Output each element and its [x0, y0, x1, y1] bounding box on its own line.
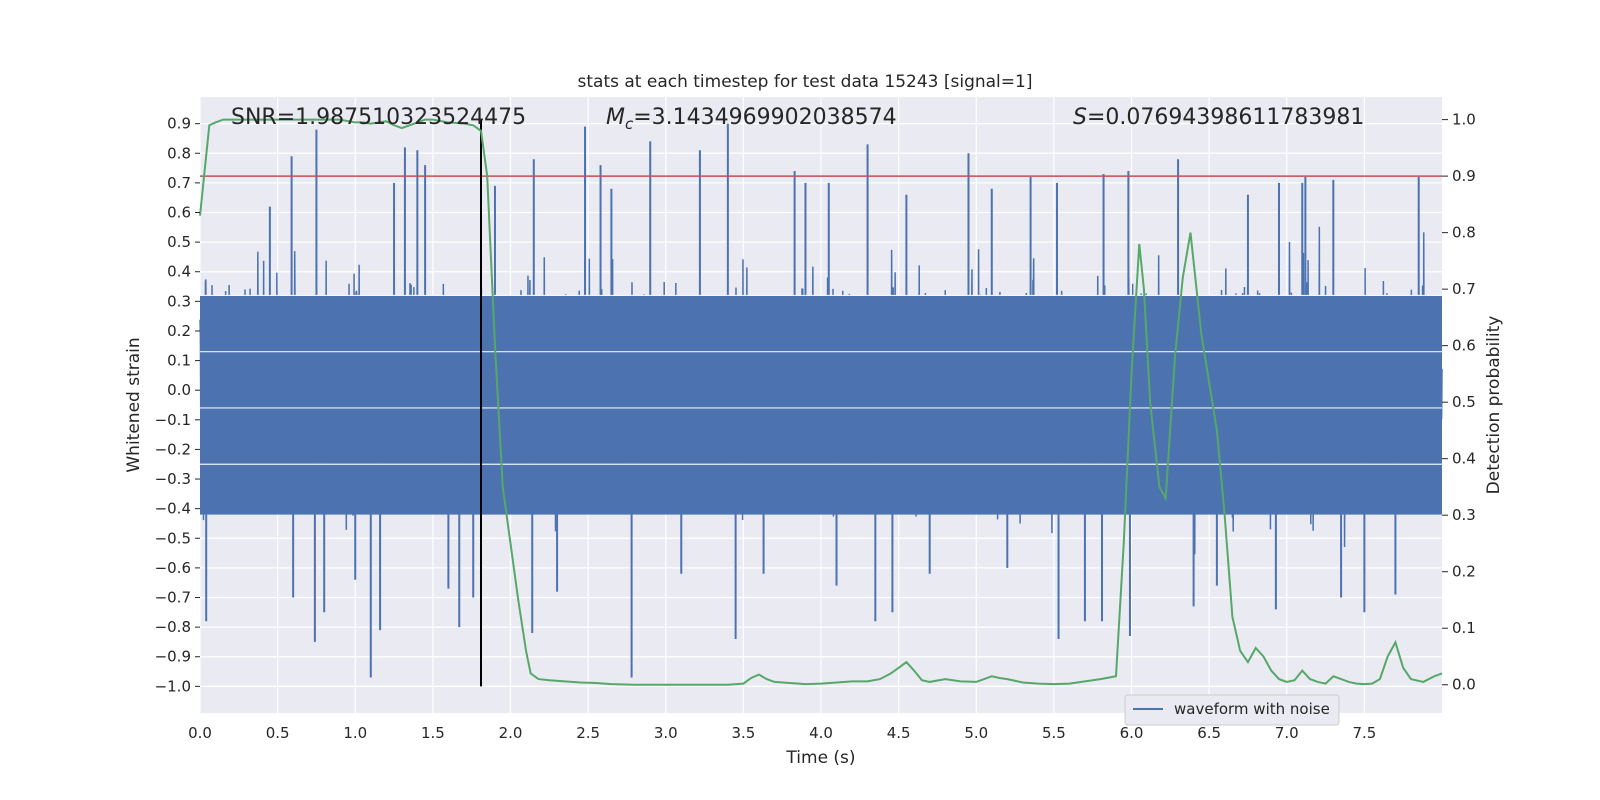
y-right-axis-ticks: 1.0 0.9 0.8 0.7 0.6 0.5 0.4 0.3 0.2 0.1 0.0 — [1442, 111, 1476, 694]
chirp-mass-annotation: Mc=3.1434969902038574 — [606, 105, 897, 133]
y-left-tick-label: 0.2 — [167, 322, 191, 340]
snr-annotation: SNR=1.987510323524475 — [231, 105, 526, 130]
y-left-tick-label: 0.7 — [167, 174, 191, 192]
y-right-tick-label: 0.2 — [1452, 563, 1476, 581]
y-left-tick-label: 0.0 — [167, 381, 191, 399]
x-tick-label: 1.5 — [421, 724, 445, 742]
x-tick-label: 4.5 — [887, 724, 911, 742]
y-left-tick-label: −0.2 — [155, 440, 191, 458]
chirp-mass-value: =3.1434969902038574 — [633, 105, 896, 130]
legend-label: waveform with noise — [1174, 700, 1330, 718]
y-left-tick-label: −0.3 — [155, 470, 191, 488]
y-right-axis-label: Detection probability — [1484, 316, 1504, 495]
y-left-tick-label: 0.8 — [167, 144, 191, 162]
y-left-tick-label: 0.4 — [167, 263, 191, 281]
x-tick-label: 2.0 — [499, 724, 523, 742]
x-tick-label: 5.5 — [1042, 724, 1066, 742]
y-left-tick-label: 0.9 — [167, 115, 191, 133]
y-right-tick-label: 0.8 — [1452, 224, 1476, 242]
x-tick-label: 6.5 — [1197, 724, 1221, 742]
y-left-tick-label: −0.9 — [155, 648, 191, 666]
x-tick-label: 7.5 — [1352, 724, 1376, 742]
x-tick-label: 4.0 — [809, 724, 833, 742]
chart-title: stats at each timestep for test data 152… — [578, 72, 1033, 92]
y-left-tick-label: −0.4 — [155, 500, 191, 518]
x-tick-label: 3.5 — [731, 724, 755, 742]
x-axis-ticks: 0.0 0.5 1.0 1.5 2.0 2.5 3.0 3.5 4.0 4.5 5.0 5.5 6.0 6… — [188, 724, 1376, 742]
y-left-tick-label: −0.6 — [155, 559, 191, 577]
y-left-tick-label: 0.5 — [167, 233, 191, 251]
s-value: =0.07694398611783981 — [1087, 105, 1364, 130]
x-tick-label: 5.0 — [964, 724, 988, 742]
x-tick-label: 7.0 — [1275, 724, 1299, 742]
y-right-tick-label: 1.0 — [1452, 111, 1476, 129]
x-axis-label: Time (s) — [785, 748, 855, 768]
chirp-mass-subscript: c — [625, 115, 634, 133]
y-right-tick-label: 0.0 — [1452, 676, 1476, 694]
y-left-axis-label: Whitened strain — [124, 337, 144, 472]
y-left-tick-label: −1.0 — [155, 677, 191, 695]
y-left-tick-label: −0.1 — [155, 411, 191, 429]
y-left-tick-label: −0.5 — [155, 529, 191, 547]
y-right-tick-label: 0.3 — [1452, 506, 1476, 524]
y-left-tick-label: −0.8 — [155, 618, 191, 636]
y-right-tick-label: 0.6 — [1452, 337, 1476, 355]
x-tick-label: 2.5 — [576, 724, 600, 742]
x-tick-label: 0.0 — [188, 724, 212, 742]
y-left-tick-label: −0.7 — [155, 589, 191, 607]
y-right-tick-label: 0.7 — [1452, 280, 1476, 298]
x-tick-label: 0.5 — [266, 724, 290, 742]
x-tick-label: 6.0 — [1120, 724, 1144, 742]
y-right-tick-label: 0.5 — [1452, 393, 1476, 411]
legend: waveform with noise — [1124, 694, 1340, 726]
waveform-series — [199, 123, 1443, 678]
y-right-tick-label: 0.4 — [1452, 450, 1476, 468]
y-left-tick-label: 0.1 — [167, 352, 191, 370]
x-tick-label: 1.0 — [343, 724, 367, 742]
chirp-mass-symbol: M — [606, 105, 625, 130]
y-right-tick-label: 0.9 — [1452, 167, 1476, 185]
waveform-core-band — [200, 295, 1442, 515]
y-left-tick-label: 0.3 — [167, 292, 191, 310]
y-left-axis-ticks: 0.9 0.8 0.7 0.6 0.5 0.4 0.3 0.2 0.1 0.0 −0.1 −0.2 −0… — [155, 115, 200, 695]
s-annotation: S=0.07694398611783981 — [1073, 105, 1364, 130]
y-right-tick-label: 0.1 — [1452, 619, 1476, 637]
s-symbol: S — [1073, 105, 1087, 130]
y-left-tick-label: 0.6 — [167, 204, 191, 222]
legend-box — [1124, 694, 1340, 726]
x-tick-label: 3.0 — [654, 724, 678, 742]
detection-probability-line — [199, 118, 1443, 686]
